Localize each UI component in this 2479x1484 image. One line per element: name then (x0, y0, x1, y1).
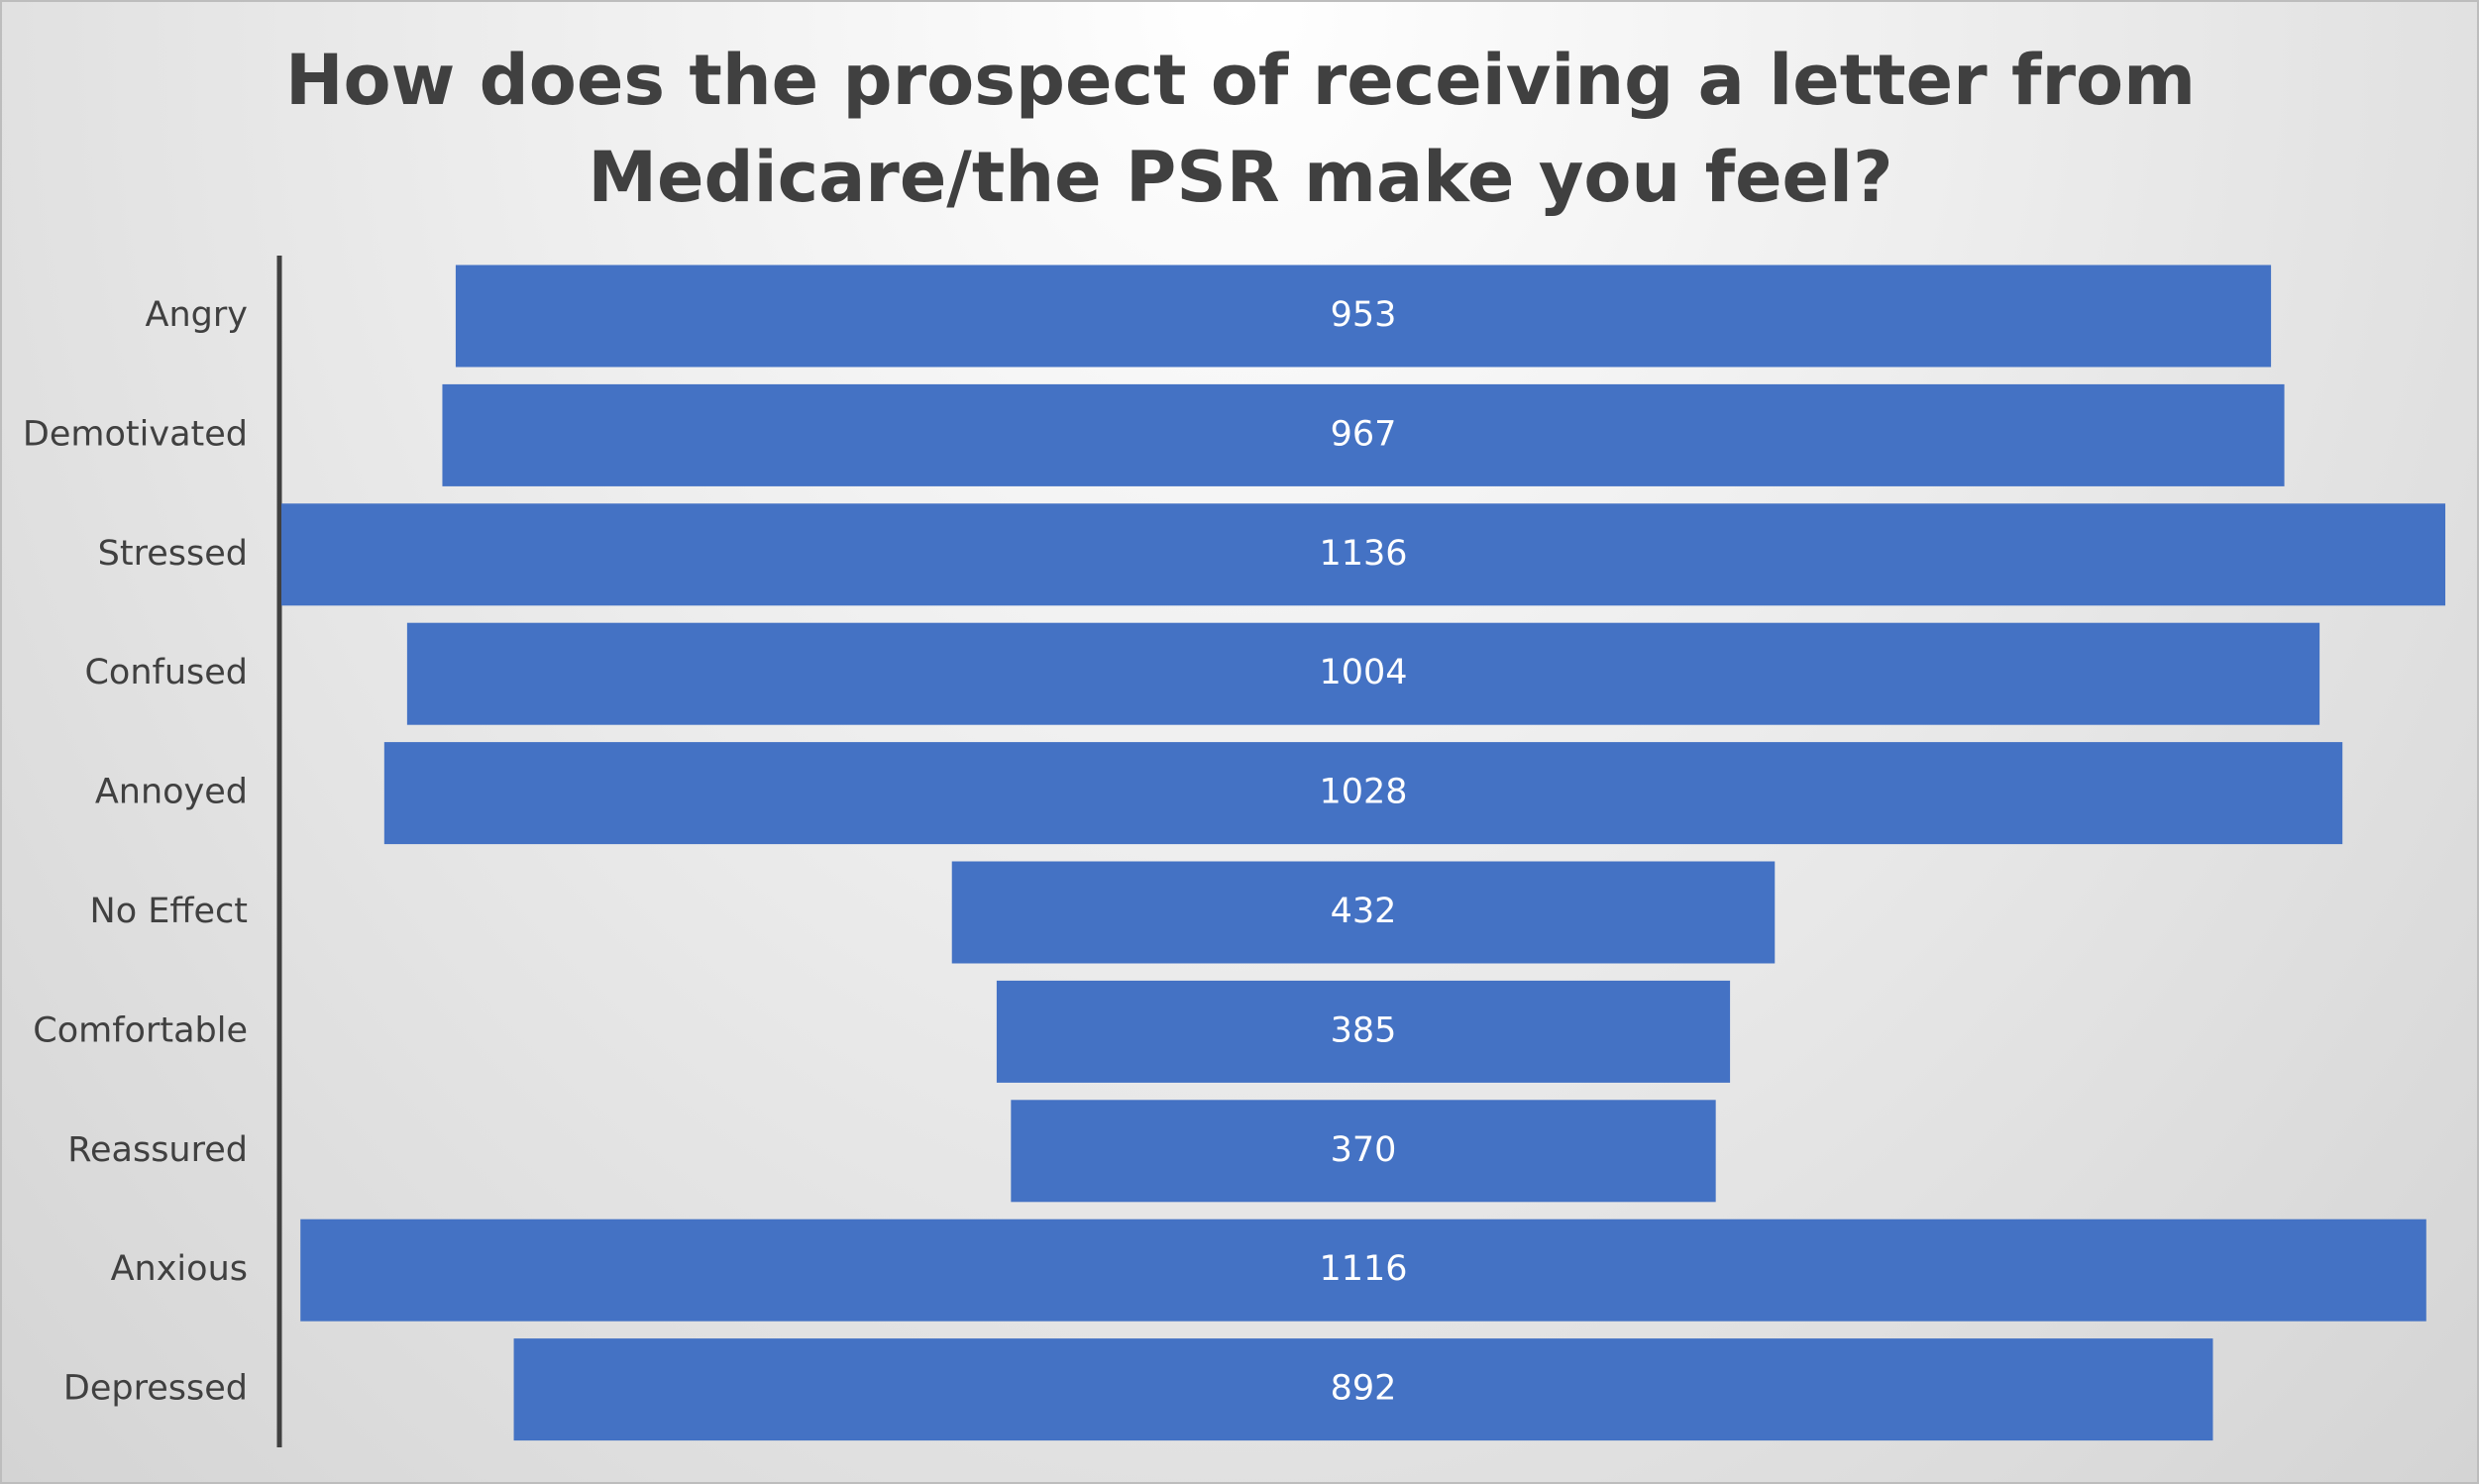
chart-title: How does the prospect of receiving a let… (284, 40, 2197, 218)
bar (442, 383, 2285, 486)
category-label: Reassured (67, 1130, 248, 1170)
bar (1011, 1100, 1716, 1203)
category-label: Anxious (111, 1249, 248, 1289)
bar (406, 622, 2320, 725)
value-label: 385 (1331, 1010, 1397, 1050)
bar (383, 742, 2343, 845)
bar (281, 503, 2445, 606)
bar (513, 1338, 2213, 1441)
category-label: Demotivated (23, 414, 248, 454)
category-label: Confused (84, 653, 248, 692)
category-label: No Effect (90, 892, 248, 931)
value-label: 967 (1331, 414, 1397, 454)
bar (455, 265, 2272, 368)
category-label: Comfortable (33, 1010, 248, 1050)
value-label: 370 (1331, 1130, 1397, 1170)
bar (300, 1219, 2426, 1322)
category-label: Annoyed (95, 773, 248, 812)
category-label: Depressed (63, 1369, 248, 1409)
category-label: Stressed (98, 534, 248, 574)
value-label: 432 (1331, 892, 1397, 931)
value-label: 892 (1331, 1369, 1397, 1409)
value-label: 1004 (1319, 653, 1407, 692)
bar (996, 980, 1731, 1083)
category-label: Angry (146, 295, 248, 335)
value-label: 953 (1331, 295, 1397, 335)
value-label: 1116 (1319, 1249, 1407, 1289)
bar (951, 861, 1776, 964)
value-label: 1028 (1319, 773, 1407, 812)
value-label: 1136 (1319, 534, 1407, 574)
